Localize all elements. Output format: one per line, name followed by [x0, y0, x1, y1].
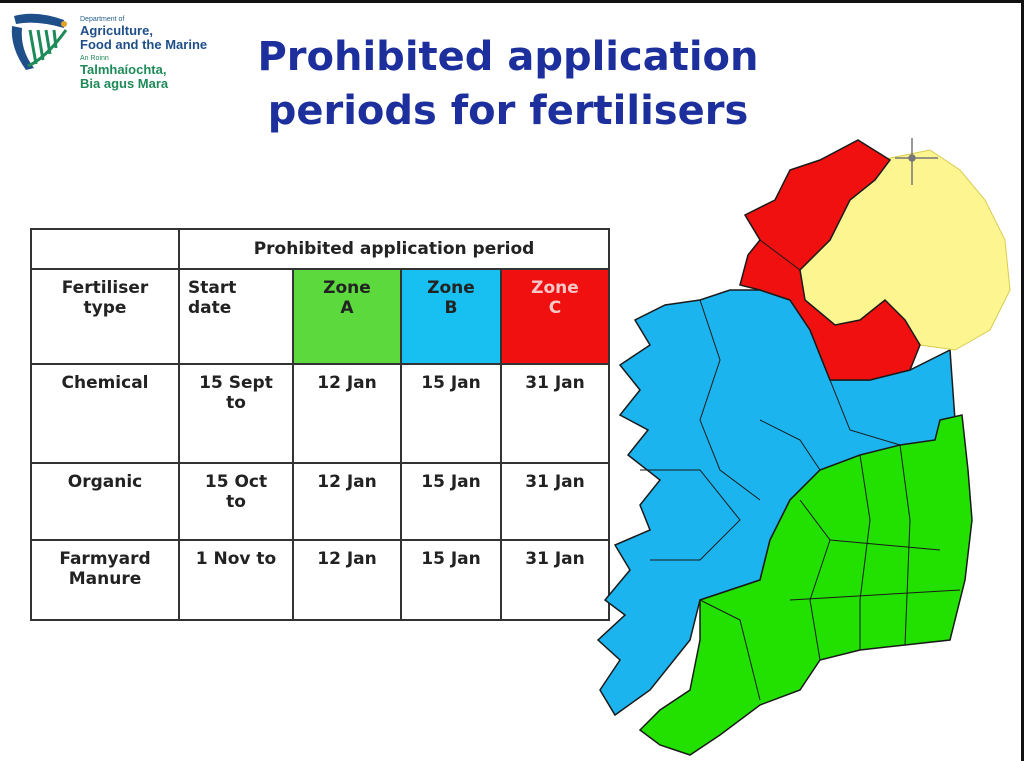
- logo-irish-small: An Roinn: [80, 55, 109, 62]
- start-date-line2: to: [226, 393, 246, 413]
- fertiliser-type: Chemical: [61, 373, 149, 393]
- group-header-cell: Prohibited application period: [178, 228, 610, 270]
- table-row: Organic 15 Oct to 12 Jan 15 Jan 31 Jan: [30, 462, 610, 541]
- start-date-cell: 1 Nov to: [178, 539, 294, 621]
- zone-c-letter: C: [548, 298, 562, 318]
- zone-b-end-cell: 15 Jan: [400, 363, 502, 464]
- fertiliser-type: Organic: [67, 472, 143, 492]
- logo-dept-line1: Agriculture,: [80, 23, 153, 38]
- zone-c-end-cell: 31 Jan: [500, 363, 610, 464]
- column-header-start-line1: Start: [188, 278, 237, 298]
- fertiliser-type-line2: Manure: [68, 569, 142, 589]
- fertiliser-type-cell: Organic: [30, 462, 180, 541]
- ireland-zone-map: [596, 138, 1011, 756]
- column-header-start-line2: date: [188, 298, 232, 318]
- start-date: 1 Nov to: [195, 549, 277, 569]
- start-date: 15 Oct: [204, 472, 268, 492]
- column-header-zone-c: Zone C: [500, 268, 610, 365]
- column-header-type: Fertiliser type: [30, 268, 180, 365]
- slide-title: Prohibited application periods for ferti…: [238, 30, 778, 138]
- zone-c-end-cell: 31 Jan: [500, 539, 610, 621]
- map-zone-b: [596, 289, 956, 717]
- window-frame-right: [1021, 0, 1024, 761]
- logo-dept-small: Department of: [80, 16, 125, 23]
- table-corner-cell: [30, 228, 180, 270]
- zone-c-label: Zone: [531, 278, 579, 298]
- logo-irish-line2: Bia agus Mara: [80, 76, 169, 91]
- map-zone-a: [638, 414, 973, 756]
- fertiliser-table: Prohibited application period Fertiliser…: [30, 228, 610, 621]
- slide-title-line2: periods for fertilisers: [267, 88, 749, 134]
- department-logo: Department of Agriculture, Food and the …: [6, 8, 256, 108]
- zone-b-label: Zone: [427, 278, 475, 298]
- start-date-cell: 15 Sept to: [178, 363, 294, 464]
- logo-dept-line2: Food and the Marine: [80, 37, 208, 52]
- column-header-zone-a: Zone A: [292, 268, 402, 365]
- crosshair-cursor-icon: [895, 138, 938, 185]
- map-county-borders: [640, 239, 961, 701]
- start-date-cell: 15 Oct to: [178, 462, 294, 541]
- zone-c-end-cell: 31 Jan: [500, 462, 610, 541]
- table-row: Farmyard Manure 1 Nov to 12 Jan 15 Jan 3…: [30, 539, 610, 621]
- zone-a-end-cell: 12 Jan: [292, 363, 402, 464]
- fertiliser-type-cell: Farmyard Manure: [30, 539, 180, 621]
- column-header-type-line2: type: [83, 298, 127, 318]
- start-date-line2: to: [226, 492, 246, 512]
- start-date: 15 Sept: [199, 373, 273, 393]
- group-header: Prohibited application period: [253, 239, 535, 259]
- column-header-type-line1: Fertiliser: [61, 278, 149, 298]
- zone-b-end-cell: 15 Jan: [400, 462, 502, 541]
- logo-irish-line1: Talmhaíochta,: [80, 62, 167, 77]
- zone-a-end-cell: 12 Jan: [292, 539, 402, 621]
- zone-a-letter: A: [340, 298, 354, 318]
- window-frame-top: [0, 0, 1024, 3]
- column-header-start: Start date: [178, 268, 294, 365]
- table-row: Chemical 15 Sept to 12 Jan 15 Jan 31 Jan: [30, 363, 610, 464]
- zone-a-label: Zone: [323, 278, 371, 298]
- zone-b-letter: B: [444, 298, 458, 318]
- slide-title-line1: Prohibited application: [257, 34, 759, 80]
- fertiliser-type: Farmyard: [59, 549, 151, 569]
- column-header-zone-b: Zone B: [400, 268, 502, 365]
- map-zone-c: [739, 139, 921, 381]
- fertiliser-type-cell: Chemical: [30, 363, 180, 464]
- harp-logo-icon: [11, 13, 68, 70]
- zone-a-end-cell: 12 Jan: [292, 462, 402, 541]
- zone-b-end-cell: 15 Jan: [400, 539, 502, 621]
